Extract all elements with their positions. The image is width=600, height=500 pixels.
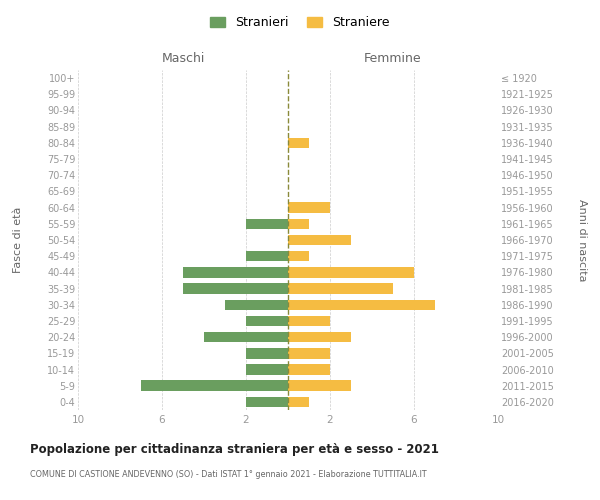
Text: Popolazione per cittadinanza straniera per età e sesso - 2021: Popolazione per cittadinanza straniera p… — [30, 442, 439, 456]
Text: Maschi: Maschi — [161, 52, 205, 65]
Bar — [288, 300, 435, 310]
Bar — [246, 218, 288, 229]
Bar — [288, 234, 351, 246]
Bar — [246, 364, 288, 375]
Bar — [288, 380, 351, 391]
Bar — [183, 284, 288, 294]
Bar — [183, 267, 288, 278]
Bar — [288, 202, 330, 213]
Bar — [288, 316, 330, 326]
Bar — [288, 218, 309, 229]
Bar — [288, 332, 351, 342]
Bar — [246, 348, 288, 358]
Bar — [288, 284, 393, 294]
Bar — [288, 267, 414, 278]
Bar — [288, 348, 330, 358]
Text: Anni di nascita: Anni di nascita — [577, 198, 587, 281]
Bar — [141, 380, 288, 391]
Legend: Stranieri, Straniere: Stranieri, Straniere — [205, 11, 395, 34]
Text: Femmine: Femmine — [364, 52, 422, 65]
Bar — [246, 396, 288, 407]
Bar — [288, 251, 309, 262]
Bar — [288, 364, 330, 375]
Bar — [288, 396, 309, 407]
Bar — [246, 316, 288, 326]
Text: COMUNE DI CASTIONE ANDEVENNO (SO) - Dati ISTAT 1° gennaio 2021 - Elaborazione TU: COMUNE DI CASTIONE ANDEVENNO (SO) - Dati… — [30, 470, 427, 479]
Bar — [204, 332, 288, 342]
Bar — [288, 138, 309, 148]
Text: Fasce di età: Fasce di età — [13, 207, 23, 273]
Bar — [246, 251, 288, 262]
Bar — [225, 300, 288, 310]
